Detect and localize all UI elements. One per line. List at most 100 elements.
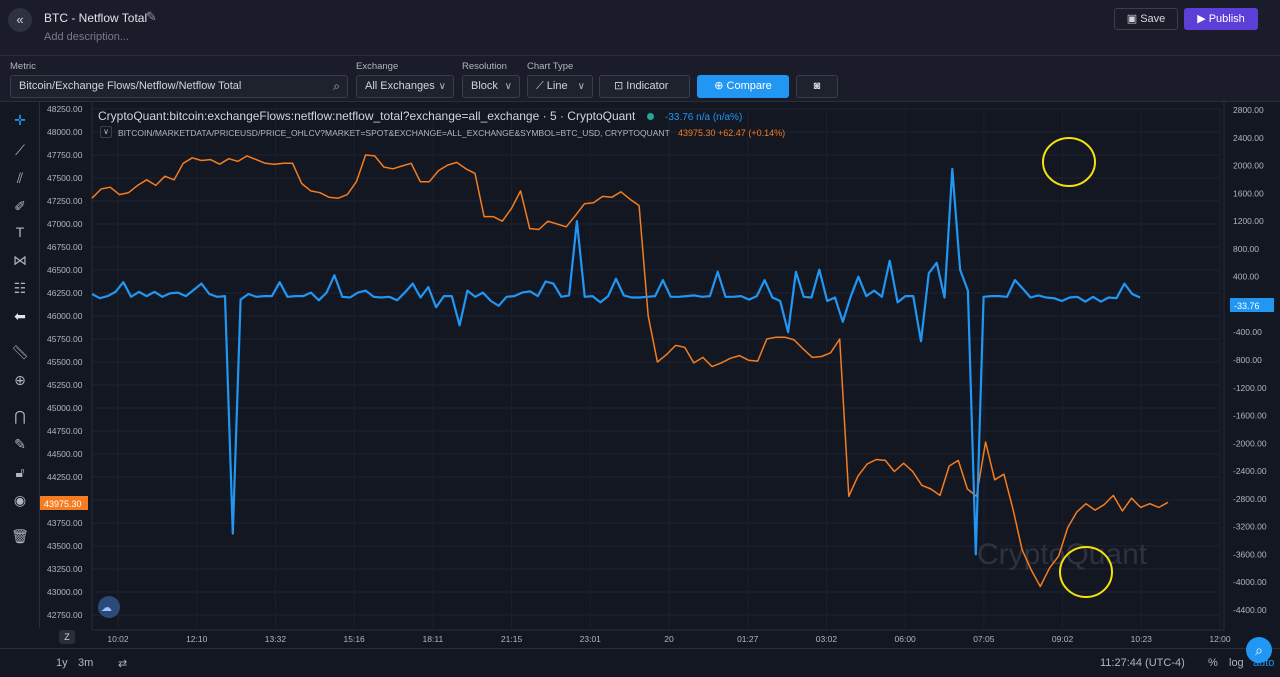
left-tick-label: 45750.00 bbox=[47, 334, 83, 344]
publish-icon: ▶ bbox=[1197, 13, 1206, 25]
publish-button[interactable]: ▶ Publish bbox=[1184, 8, 1258, 30]
legend-series-1-value: -33.76 n/a (n/a%) bbox=[665, 112, 743, 123]
lock-pencil-icon[interactable]: ✎ bbox=[14, 436, 26, 452]
left-tick-label: 45250.00 bbox=[47, 380, 83, 390]
chart-type-label: Chart Type bbox=[527, 61, 574, 72]
x-tick-label: 03:02 bbox=[816, 634, 838, 644]
x-tick-label: 13:32 bbox=[265, 634, 287, 644]
exchange-label: Exchange bbox=[356, 61, 399, 72]
description-field[interactable]: Add description... bbox=[44, 31, 129, 43]
series-lines bbox=[91, 154, 1169, 588]
right-tick-label: -4400.00 bbox=[1233, 605, 1267, 615]
date-range-icon[interactable]: ⇄ bbox=[118, 658, 128, 670]
save-button[interactable]: ▣ Save bbox=[1114, 8, 1178, 30]
left-tick-label: 43000.00 bbox=[47, 587, 83, 597]
control-bar: Metric Bitcoin/Exchange Flows/Netflow/Ne… bbox=[0, 56, 1280, 102]
crosshair-icon[interactable]: ✛ bbox=[14, 112, 26, 128]
price-current-tag: 43975.30 bbox=[40, 496, 88, 510]
left-tick-label: 47750.00 bbox=[47, 150, 83, 160]
save-icon: ▣ bbox=[1126, 13, 1138, 25]
resolution-label: Resolution bbox=[462, 61, 507, 72]
resolution-select[interactable]: Block ∨ bbox=[462, 75, 520, 98]
search-icon: ⌕ bbox=[1255, 642, 1263, 658]
brush-icon[interactable]: ✐ bbox=[14, 198, 26, 214]
app-logo[interactable]: ☁ bbox=[98, 596, 120, 618]
measure-icon[interactable]: ☷ bbox=[13, 280, 27, 296]
price-netflow-chart[interactable]: 10:02 12:10 13:32 15:16 18:11 21:15 23:01 20 01:… bbox=[40, 102, 1280, 648]
right-tick-label: -3600.00 bbox=[1233, 549, 1267, 559]
right-tick-label: -1600.00 bbox=[1233, 411, 1267, 421]
x-tick-label: 12:10 bbox=[186, 634, 208, 644]
left-tick-label: 45500.00 bbox=[47, 357, 83, 367]
left-tick-label: 48000.00 bbox=[47, 127, 83, 137]
right-y-axis: 2800.00 2400.00 2000.00 1600.00 1200.00 800.0… bbox=[1233, 105, 1267, 615]
right-tick-label: 400.00 bbox=[1233, 272, 1259, 282]
legend-series-2[interactable]: ∨ BITCOIN/MARKETDATA/PRICEUSD/PRICE_OHLC… bbox=[100, 126, 785, 138]
left-tick-label: 46250.00 bbox=[47, 288, 83, 298]
percent-toggle[interactable]: % bbox=[1208, 657, 1218, 669]
legend-series-1[interactable]: CryptoQuant:bitcoin:exchangeFlows:netflo… bbox=[98, 109, 742, 123]
bottom-bar: 1y 3m ⇄ 11:27:44 (UTC-4) % log auto bbox=[0, 648, 1280, 677]
drawing-toolbar: ✛ ⟋ ⫽ ✐ T ⋈ ☷ ⬅ 📏︎ ⊕ ⋂ ✎ 🔓︎ ◉ 🗑︎ bbox=[0, 102, 40, 628]
parallel-lines-icon[interactable]: ⫽ bbox=[16, 170, 24, 186]
cloud-icon: ☁ bbox=[101, 602, 112, 614]
line-chart-icon: ⟋ bbox=[536, 80, 544, 92]
grid-lines bbox=[91, 102, 1225, 631]
chevron-down-icon: ∨ bbox=[438, 81, 446, 92]
legend-series-1-name: CryptoQuant:bitcoin:exchangeFlows:netflo… bbox=[98, 109, 636, 123]
magnet-icon[interactable]: ⋂ bbox=[14, 408, 26, 424]
clock-time[interactable]: 11:27:44 (UTC-4) bbox=[1100, 657, 1185, 669]
left-tick-label: 46500.00 bbox=[47, 265, 83, 275]
back-button[interactable]: « bbox=[8, 8, 32, 32]
x-tick-label: 10:02 bbox=[107, 634, 129, 644]
netflow-line bbox=[91, 167, 1141, 556]
resolution-value: Block bbox=[471, 80, 498, 92]
indicator-label: Indicator bbox=[626, 80, 669, 92]
z-button[interactable]: Z bbox=[59, 630, 75, 644]
x-tick-label: 01:27 bbox=[737, 634, 759, 644]
x-tick-label: 12:00 bbox=[1209, 634, 1231, 644]
x-tick-label: 10:23 bbox=[1131, 634, 1153, 644]
right-tick-label: 1600.00 bbox=[1233, 188, 1264, 198]
x-tick-label: 06:00 bbox=[895, 634, 917, 644]
search-fab[interactable]: ⌕ bbox=[1246, 637, 1272, 663]
pattern-icon[interactable]: ⋈ bbox=[13, 252, 27, 268]
trend-line-icon[interactable]: ⟋ bbox=[15, 142, 25, 158]
right-tick-label: -2000.00 bbox=[1233, 438, 1267, 448]
range-1y-button[interactable]: 1y bbox=[56, 657, 68, 669]
left-tick-label: 48250.00 bbox=[47, 104, 83, 114]
range-3m-button[interactable]: 3m bbox=[78, 657, 94, 669]
trash-icon[interactable]: 🗑︎ bbox=[11, 528, 29, 544]
left-y-axis: 48250.00 48000.00 47750.00 47500.00 47250.00… bbox=[47, 104, 83, 620]
ruler-icon[interactable]: 📏︎ bbox=[11, 344, 29, 360]
pencil-icon[interactable]: ✎ bbox=[146, 9, 157, 24]
double-chevron-left-icon: « bbox=[16, 12, 24, 27]
indicator-button[interactable]: ⊡ Indicator bbox=[599, 75, 690, 98]
legend-collapse-icon[interactable]: ∨ bbox=[100, 126, 112, 138]
log-toggle[interactable]: log bbox=[1229, 657, 1244, 669]
lock-icon[interactable]: 🔓︎ bbox=[15, 464, 25, 480]
right-tick-label: 1200.00 bbox=[1233, 216, 1264, 226]
eye-icon[interactable]: ◉ bbox=[13, 492, 27, 508]
price-current-label: 43975.30 bbox=[44, 499, 82, 509]
left-tick-label: 47000.00 bbox=[47, 219, 83, 229]
metric-select[interactable]: Bitcoin/Exchange Flows/Netflow/Netflow T… bbox=[10, 75, 348, 98]
chart-type-select[interactable]: ⟋ Line ∨ bbox=[527, 75, 593, 98]
search-icon: ⌕ bbox=[333, 79, 340, 93]
right-tick-label: -3200.00 bbox=[1233, 522, 1267, 532]
annotation-circle-trough bbox=[1059, 546, 1113, 598]
right-tick-label: -1200.00 bbox=[1233, 383, 1267, 393]
chevron-down-icon: ∨ bbox=[504, 81, 512, 92]
price-line bbox=[91, 154, 1169, 588]
text-icon[interactable]: T bbox=[15, 224, 25, 240]
exchange-select[interactable]: All Exchanges ∨ bbox=[356, 75, 454, 98]
arrow-left-icon[interactable]: ⬅ bbox=[14, 308, 26, 324]
screenshot-button[interactable]: ◙ bbox=[796, 75, 838, 98]
compare-button[interactable]: ⊕ Compare bbox=[697, 75, 789, 98]
camera-icon: ◙ bbox=[813, 80, 821, 92]
zoom-in-icon[interactable]: ⊕ bbox=[14, 372, 26, 388]
left-tick-label: 47250.00 bbox=[47, 196, 83, 206]
plus-circle-icon: ⊕ bbox=[714, 80, 724, 92]
status-dot bbox=[646, 113, 654, 120]
indicator-icon: ⊡ bbox=[614, 80, 624, 92]
